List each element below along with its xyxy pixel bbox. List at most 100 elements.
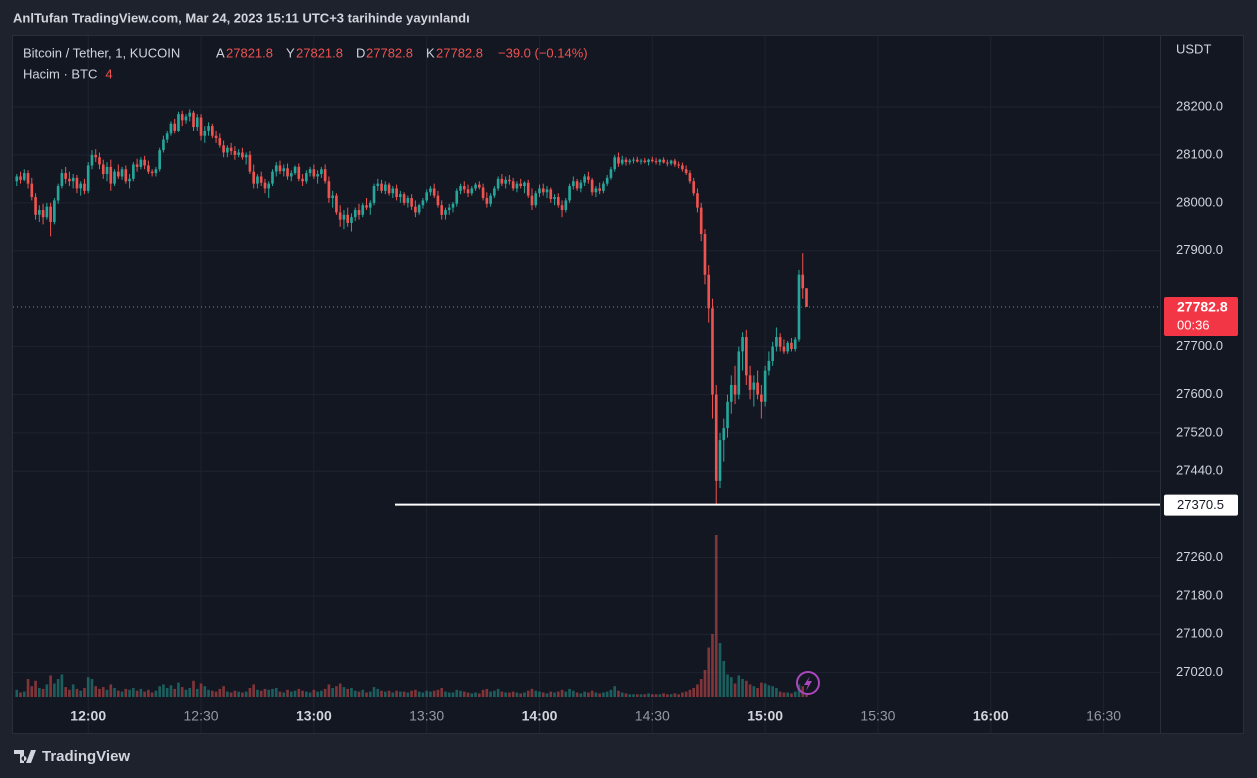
candle-body xyxy=(745,337,748,376)
candle-body xyxy=(226,147,229,153)
volume-bar xyxy=(229,692,233,697)
candle-body xyxy=(549,189,553,199)
volume-bar xyxy=(199,683,203,697)
candle-body xyxy=(643,160,647,163)
volume-bar xyxy=(474,692,477,697)
footer-logo xyxy=(14,750,36,763)
candle-body xyxy=(387,184,391,194)
candle-body xyxy=(173,123,177,131)
candle-body xyxy=(417,205,421,213)
candle-body xyxy=(432,188,436,196)
candle-body xyxy=(128,178,131,182)
candle-body xyxy=(237,152,240,155)
candle-body xyxy=(699,207,703,234)
candle-body xyxy=(399,194,402,198)
candle-body xyxy=(752,382,756,390)
candle-body xyxy=(335,195,338,213)
candle-body xyxy=(372,186,376,203)
volume-bar xyxy=(470,693,474,697)
candle-body xyxy=(248,154,252,172)
candle-body xyxy=(229,147,233,152)
volume-bar xyxy=(169,685,173,697)
candle-body xyxy=(22,173,26,180)
candle-body xyxy=(331,195,334,199)
candle-body xyxy=(553,197,556,199)
candle-body xyxy=(241,152,244,158)
volume-bar xyxy=(26,679,30,697)
candle-body xyxy=(350,217,353,223)
candle-body xyxy=(538,188,541,194)
y-tick-label: 27600.0 xyxy=(1176,386,1223,401)
x-tick-label: 16:30 xyxy=(1086,708,1121,724)
candle-body xyxy=(455,190,459,204)
volume-bar xyxy=(218,688,222,697)
volume-bar xyxy=(162,684,165,697)
y-tick-label: 28200.0 xyxy=(1176,98,1223,113)
volume-bar xyxy=(628,694,632,697)
candle-body xyxy=(741,337,744,352)
overlay xyxy=(13,296,1238,516)
y-tick-label: 28000.0 xyxy=(1176,194,1223,209)
volume-bar xyxy=(289,691,293,697)
volume-bar xyxy=(241,692,244,697)
volume-bar xyxy=(459,690,462,697)
candle-body xyxy=(113,171,116,184)
candle-body xyxy=(30,183,34,198)
candle-body xyxy=(98,157,101,165)
volume-bar xyxy=(335,686,338,697)
volume-bar xyxy=(105,689,109,697)
candle-body xyxy=(207,126,210,131)
volume-bar xyxy=(274,688,278,697)
volume-bar xyxy=(132,688,135,697)
volume-bar xyxy=(466,692,470,697)
volume-bar xyxy=(150,692,154,697)
candle-body xyxy=(308,169,312,174)
volume-bar xyxy=(214,691,218,697)
volume-bar xyxy=(293,690,297,697)
volume-bar xyxy=(635,694,639,697)
candle-body xyxy=(489,195,492,204)
chart-frame xyxy=(12,35,1244,734)
candle-body xyxy=(722,428,726,441)
candle-body xyxy=(436,195,440,206)
candle-body xyxy=(109,166,113,184)
y-tick-label: 27260.0 xyxy=(1176,549,1223,564)
volume-bar xyxy=(677,694,680,697)
volume-bar xyxy=(771,686,774,697)
candle-body xyxy=(293,166,297,174)
volume-bar xyxy=(609,689,613,697)
footer-brand: TradingView xyxy=(42,748,130,765)
volume-bar xyxy=(605,691,609,697)
volume-bar xyxy=(113,688,116,697)
alert-icon[interactable] xyxy=(796,671,820,695)
volume-bar xyxy=(210,690,214,697)
candle-body xyxy=(587,176,590,180)
candle-body xyxy=(421,200,425,206)
volume-bar xyxy=(541,692,545,697)
volume-bar xyxy=(263,688,267,697)
volume-bar xyxy=(64,687,67,697)
candle-body xyxy=(771,346,774,362)
volume-bar xyxy=(135,690,139,697)
candle-body xyxy=(763,370,767,402)
volume-bar xyxy=(75,688,79,697)
candle-body xyxy=(500,178,504,184)
candle-body xyxy=(83,183,86,191)
candle-body xyxy=(56,186,60,201)
volume-bar xyxy=(402,691,406,697)
volume-bar xyxy=(90,679,94,697)
volume-bar xyxy=(699,679,703,697)
volume-bar xyxy=(203,686,207,697)
candle-body xyxy=(635,159,639,162)
candle-body xyxy=(406,198,410,203)
x-tick-label: 12:30 xyxy=(184,708,219,724)
volume-bar xyxy=(368,691,372,697)
candle-body xyxy=(86,165,90,191)
candle-body xyxy=(120,169,124,177)
candle-body xyxy=(383,184,387,191)
candle-body xyxy=(639,160,643,162)
volume-bar xyxy=(410,690,413,697)
candle-body xyxy=(478,184,481,188)
volume-bar xyxy=(583,691,586,697)
